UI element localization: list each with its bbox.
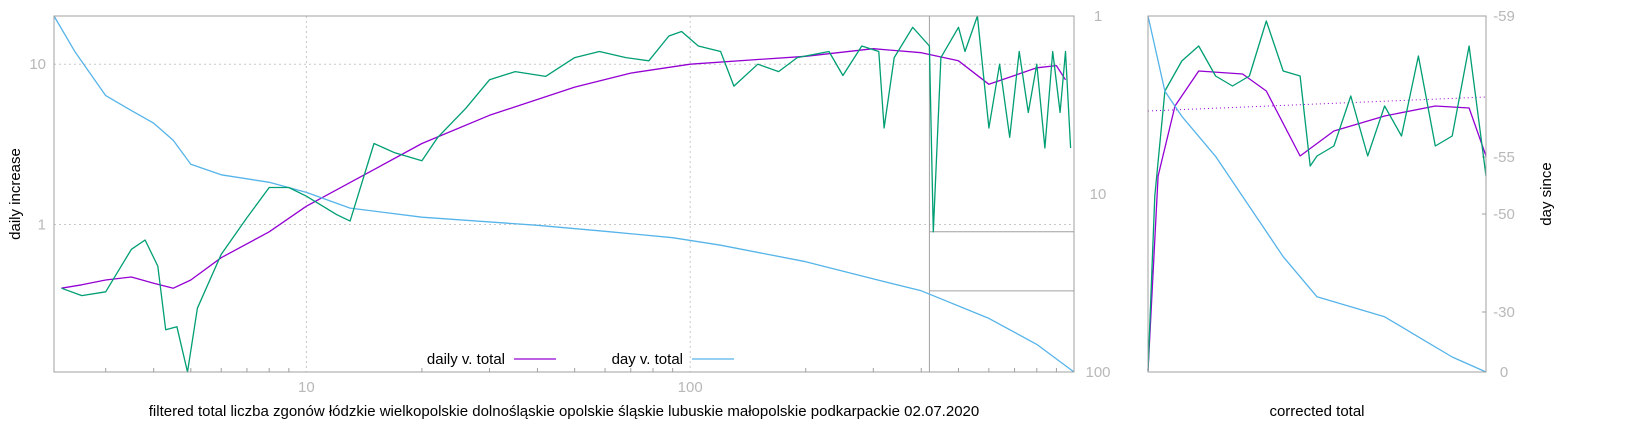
y2-tick-label: 100 [1085,364,1110,381]
right-series-raw [1147,20,1487,372]
series-raw-daily [61,15,1072,373]
right-x-axis-label: corrected total [1269,403,1364,420]
right-y2-tick-label: -50 [1493,206,1515,223]
right-reference-line [1147,96,1487,112]
right-y-axis-label: day since [1538,162,1555,225]
main-y-axis-label: daily increase [7,148,24,240]
series-daily-v-total [61,48,1067,289]
series-day-v-total [53,15,1075,373]
right-y2-tick-label: 0 [1500,364,1508,381]
grid-layer [54,16,1487,372]
right-y2-tick-label: -59 [1493,8,1515,25]
legend-label-day: day v. total [612,351,683,368]
right-y2-tick-label: -30 [1493,304,1515,321]
right-plot-frame [1147,15,1487,373]
right-series-daily [1147,70,1487,372]
right-series-day [1147,15,1487,373]
y-tick-label: 10 [29,56,46,73]
x-tick-label: 10 [298,379,315,396]
main-x-axis-label: filtered total liczba zgonów łódzkie wie… [149,403,979,420]
series-layer [53,15,1487,373]
main-plot-frame [53,15,1075,373]
tick-layer: 10 100 1 10 1 10 100 -59 -55 -50 -30 0 [29,8,1515,396]
legend-label-daily: daily v. total [427,351,505,368]
right-y2-tick-label: -55 [1493,149,1515,166]
y-tick-label: 1 [38,216,46,233]
y2-tick-label: 1 [1094,8,1102,25]
y2-tick-label: 10 [1090,186,1107,203]
x-tick-label: 100 [678,379,703,396]
